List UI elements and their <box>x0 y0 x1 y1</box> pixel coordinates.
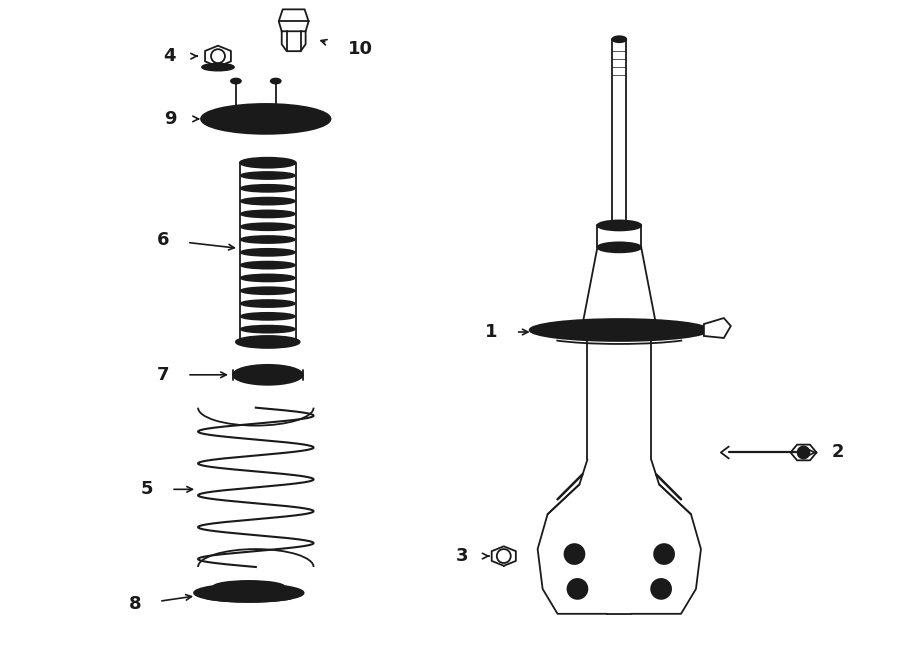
Ellipse shape <box>240 158 296 168</box>
Ellipse shape <box>271 79 281 83</box>
Ellipse shape <box>241 274 294 282</box>
Ellipse shape <box>241 172 294 179</box>
Text: 9: 9 <box>164 110 176 128</box>
Ellipse shape <box>202 63 234 71</box>
Ellipse shape <box>213 581 284 593</box>
Circle shape <box>652 579 671 599</box>
Ellipse shape <box>590 323 649 337</box>
Ellipse shape <box>241 249 294 256</box>
Text: 10: 10 <box>348 40 374 58</box>
Circle shape <box>564 544 584 564</box>
Polygon shape <box>704 318 731 338</box>
Ellipse shape <box>241 236 294 243</box>
Ellipse shape <box>241 262 294 268</box>
Ellipse shape <box>241 326 294 332</box>
Ellipse shape <box>231 110 301 128</box>
Ellipse shape <box>241 185 294 192</box>
Ellipse shape <box>201 104 330 134</box>
Text: 6: 6 <box>157 231 169 249</box>
Circle shape <box>654 544 674 564</box>
Ellipse shape <box>598 221 641 231</box>
Ellipse shape <box>241 300 294 307</box>
Ellipse shape <box>612 36 626 42</box>
Text: 1: 1 <box>485 323 498 341</box>
Text: 2: 2 <box>832 444 844 461</box>
Ellipse shape <box>241 313 294 320</box>
Ellipse shape <box>241 210 294 217</box>
Text: 7: 7 <box>157 366 169 384</box>
Ellipse shape <box>233 365 302 385</box>
Text: 8: 8 <box>129 595 141 613</box>
Ellipse shape <box>241 223 294 230</box>
Ellipse shape <box>252 114 280 124</box>
Text: 4: 4 <box>164 47 176 65</box>
Ellipse shape <box>236 336 300 348</box>
Circle shape <box>568 579 588 599</box>
Circle shape <box>797 447 809 459</box>
Ellipse shape <box>241 198 294 205</box>
Ellipse shape <box>598 243 641 253</box>
Text: 5: 5 <box>140 481 153 498</box>
Ellipse shape <box>262 371 274 379</box>
Ellipse shape <box>231 79 241 83</box>
Text: 3: 3 <box>455 547 468 565</box>
Ellipse shape <box>194 584 303 602</box>
Ellipse shape <box>530 319 709 341</box>
Ellipse shape <box>241 288 294 294</box>
